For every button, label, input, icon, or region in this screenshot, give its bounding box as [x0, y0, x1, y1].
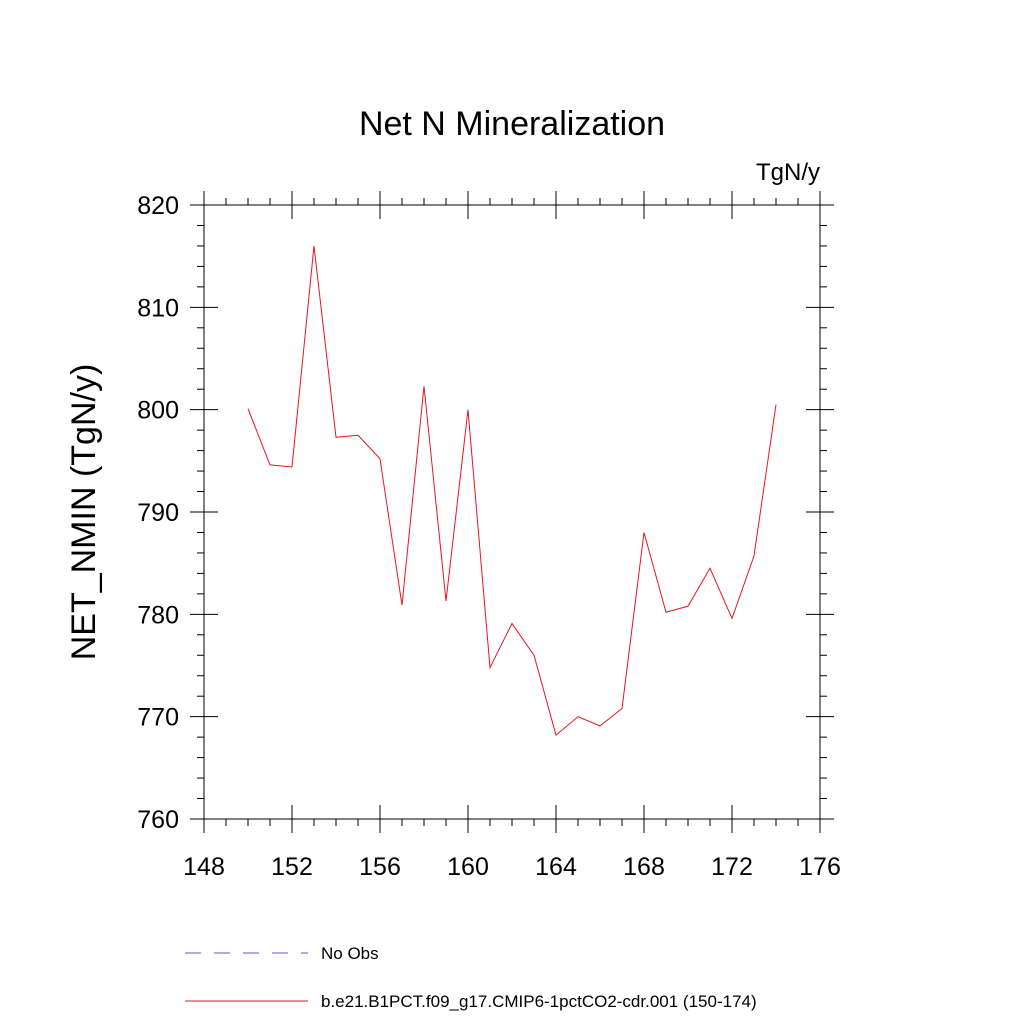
- plot-frame: [203, 204, 821, 820]
- data-point: [269, 463, 272, 466]
- x-tick-label: 164: [535, 853, 577, 881]
- data-point: [753, 555, 756, 558]
- chart-title: Net N Mineralization: [359, 105, 665, 143]
- data-point: [335, 436, 338, 439]
- y-tick-label: 770: [137, 704, 179, 732]
- series-layer: [247, 244, 778, 737]
- x-tick-label: 152: [271, 853, 313, 881]
- data-point: [577, 715, 580, 718]
- data-point: [621, 707, 624, 710]
- y-tick-label: 800: [137, 397, 179, 425]
- y-tick-labels: 760 770 780 790 800 810 820: [137, 192, 179, 834]
- data-point: [533, 654, 536, 657]
- x-tick-label: 160: [447, 853, 489, 881]
- y-tick-label: 810: [137, 294, 179, 322]
- x-tick-label: 172: [711, 853, 753, 881]
- data-point: [313, 244, 316, 247]
- major-ticks: [190, 191, 834, 833]
- x-tick-label: 156: [359, 853, 401, 881]
- legend-label-model: b.e21.B1PCT.f09_g17.CMIP6-1pctCO2-cdr.00…: [321, 992, 757, 1011]
- series-line-0: [247, 245, 777, 736]
- x-tick-label: 168: [623, 853, 665, 881]
- minor-ticks: [197, 198, 827, 826]
- data-point: [423, 385, 426, 388]
- data-point: [445, 600, 448, 603]
- y-tick-label: 760: [137, 806, 179, 834]
- data-point: [599, 724, 602, 727]
- data-point: [555, 734, 558, 737]
- data-point: [357, 434, 360, 437]
- data-point: [731, 617, 734, 620]
- y-tick-label: 820: [137, 192, 179, 220]
- data-point: [247, 407, 250, 410]
- data-point: [401, 604, 404, 607]
- data-point: [665, 611, 668, 614]
- data-point: [709, 567, 712, 570]
- data-point: [775, 403, 778, 406]
- y-tick-label: 780: [137, 601, 179, 629]
- data-point: [489, 666, 492, 669]
- x-tick-labels: 148 152 156 160 164 168 172 176: [183, 853, 841, 881]
- y-axis-label: NET_NMIN (TgN/y): [65, 364, 103, 661]
- data-point: [687, 605, 690, 608]
- legend-label-no-obs: No Obs: [321, 944, 379, 963]
- x-tick-label: 148: [183, 853, 225, 881]
- data-point: [379, 457, 382, 460]
- data-point: [643, 531, 646, 534]
- x-tick-label: 176: [799, 853, 841, 881]
- data-point: [291, 465, 294, 468]
- y-tick-label: 790: [137, 499, 179, 527]
- units-label: TgN/y: [756, 159, 820, 186]
- data-point: [467, 408, 470, 411]
- data-point: [511, 622, 514, 625]
- legend: No Obs b.e21.B1PCT.f09_g17.CMIP6-1pctCO2…: [185, 944, 757, 1011]
